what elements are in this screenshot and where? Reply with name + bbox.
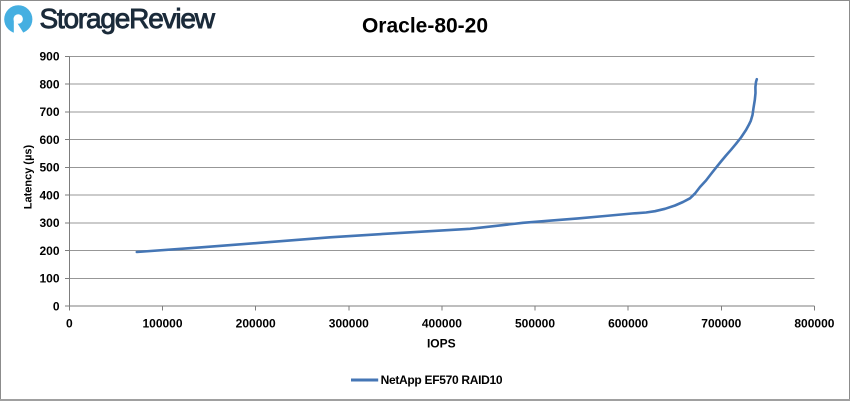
svg-text:900: 900: [39, 50, 59, 64]
svg-text:600: 600: [39, 133, 59, 147]
svg-text:800: 800: [39, 77, 59, 91]
svg-text:800000: 800000: [794, 317, 834, 331]
svg-text:400: 400: [39, 188, 59, 202]
svg-text:100000: 100000: [142, 317, 182, 331]
svg-text:200000: 200000: [236, 317, 276, 331]
svg-text:100: 100: [39, 272, 59, 286]
svg-text:200: 200: [39, 244, 59, 258]
svg-text:300000: 300000: [329, 317, 369, 331]
svg-text:500000: 500000: [515, 317, 555, 331]
svg-text:600000: 600000: [608, 317, 648, 331]
svg-text:700: 700: [39, 105, 59, 119]
svg-text:400000: 400000: [422, 317, 462, 331]
svg-text:0: 0: [53, 299, 60, 313]
svg-text:NetApp EF570 RAID10: NetApp EF570 RAID10: [381, 373, 503, 387]
svg-text:IOPS: IOPS: [427, 337, 456, 351]
svg-text:0: 0: [66, 317, 73, 331]
svg-text:Latency (µs): Latency (µs): [23, 144, 35, 209]
svg-text:StorageReview: StorageReview: [40, 3, 216, 34]
svg-text:Oracle-80-20: Oracle-80-20: [362, 14, 488, 37]
svg-text:300: 300: [39, 216, 59, 230]
svg-text:700000: 700000: [701, 317, 741, 331]
svg-text:500: 500: [39, 161, 59, 175]
